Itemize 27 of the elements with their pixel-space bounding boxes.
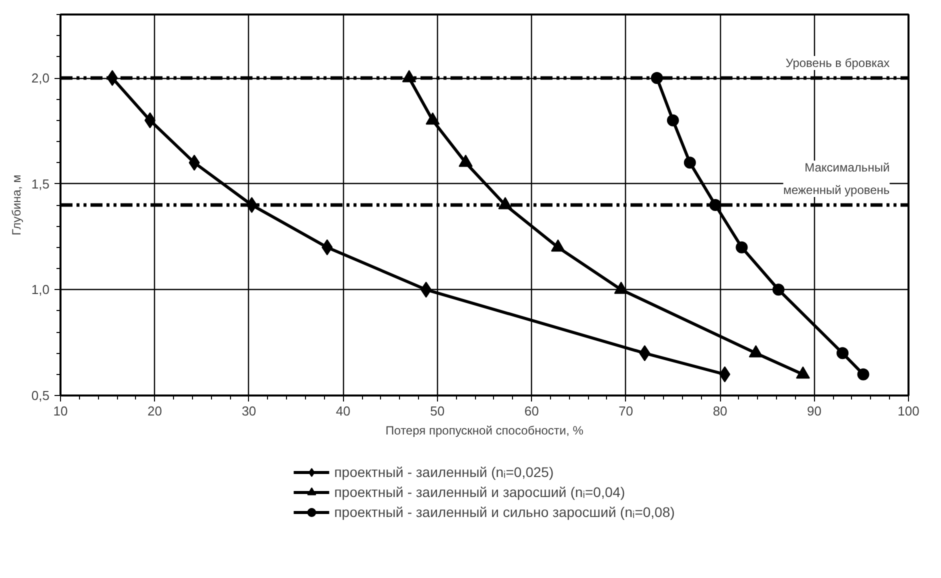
legend-label: проектный - заиленный и сильно заросший (nᵢ=0,08) bbox=[334, 504, 675, 520]
y-tick-label: 1,0 bbox=[31, 282, 50, 298]
x-tick-label: 70 bbox=[618, 404, 634, 418]
point bbox=[772, 284, 784, 296]
x-axis-title: Потеря пропускной способности, % bbox=[386, 424, 584, 438]
x-tick-label: 90 bbox=[807, 404, 822, 418]
x-tick-label: 20 bbox=[147, 404, 162, 418]
ref-line-label: Максимальный меженный уровень bbox=[783, 160, 890, 197]
point bbox=[684, 156, 696, 169]
y-tick-label: 0,5 bbox=[31, 388, 50, 403]
x-tick-label: 60 bbox=[524, 404, 539, 418]
x-tick-label: 40 bbox=[336, 404, 350, 418]
ref-line-label: Уровень в бровках bbox=[786, 56, 890, 70]
y-axis-title: Глубина, м bbox=[9, 174, 24, 236]
point bbox=[666, 114, 679, 126]
point bbox=[836, 347, 849, 360]
x-tick-label: 80 bbox=[712, 404, 728, 418]
legend-label: проектный - заиленный (nᵢ=0,025) bbox=[334, 464, 554, 480]
y-tick-label: 1,5 bbox=[31, 176, 50, 192]
legend-label: проектный - заиленный и заросший (nᵢ=0,04) bbox=[334, 484, 626, 500]
x-tick-label: 100 bbox=[898, 404, 920, 418]
x-tick-label: 10 bbox=[53, 404, 68, 418]
point bbox=[857, 368, 870, 380]
point bbox=[736, 241, 748, 254]
x-tick-label: 50 bbox=[430, 404, 445, 418]
x-tick-label: 30 bbox=[242, 404, 256, 418]
y-tick-label: 2,0 bbox=[31, 70, 50, 86]
